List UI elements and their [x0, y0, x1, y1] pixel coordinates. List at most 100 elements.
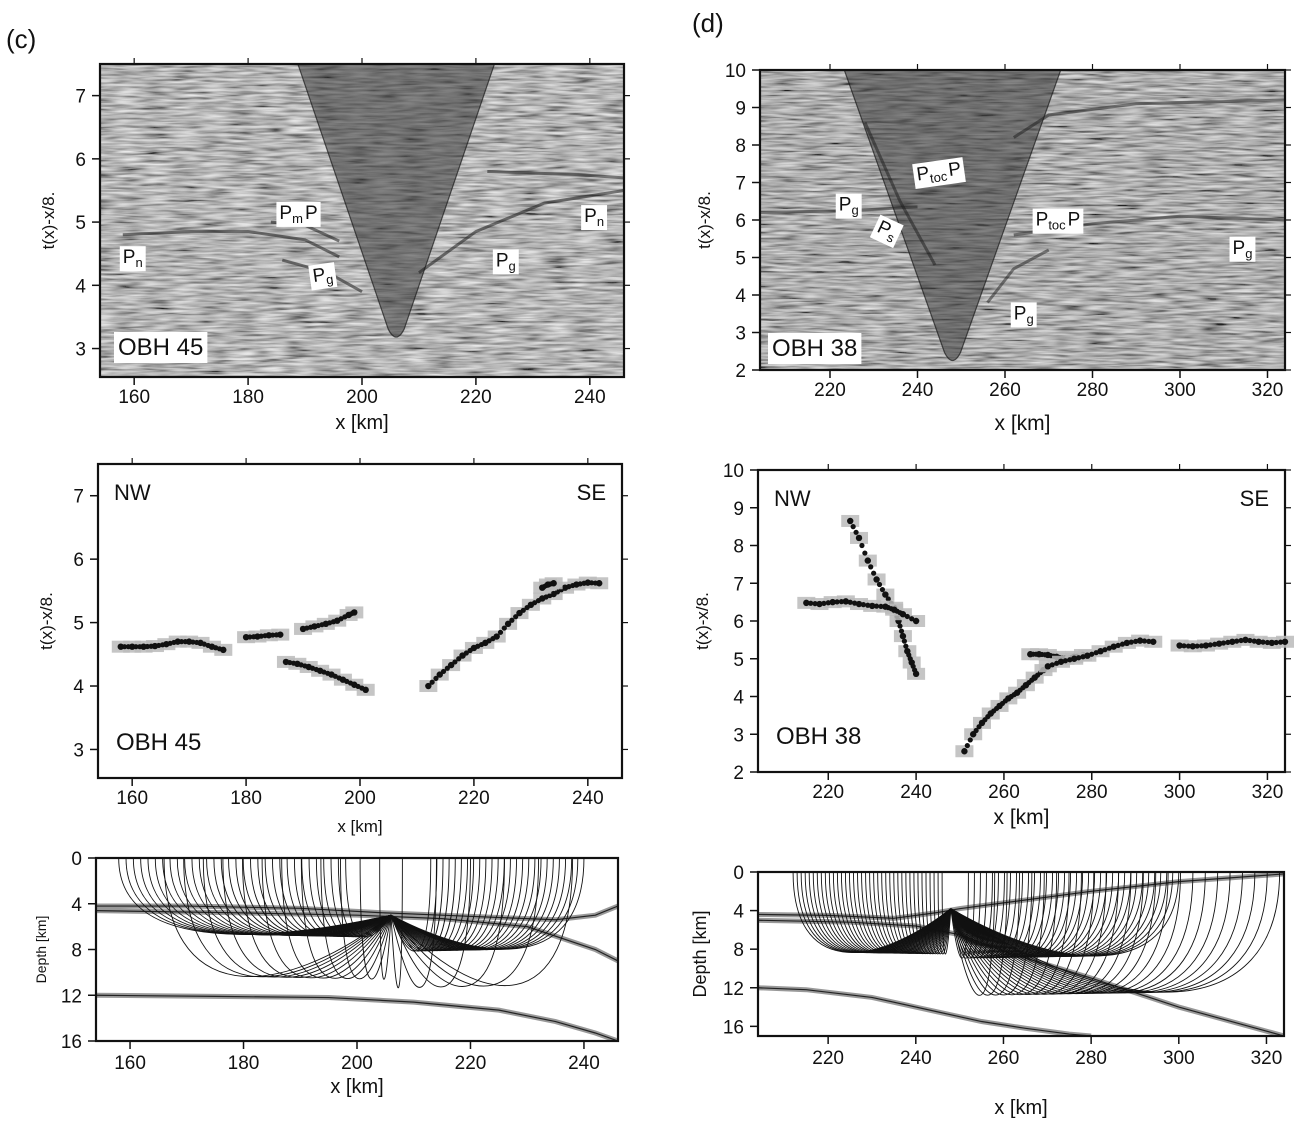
pick-point: [847, 599, 853, 605]
pick-point: [873, 576, 880, 583]
direction-label-left: NW: [114, 480, 151, 505]
pick-point: [128, 643, 136, 650]
x-tick-label: 280: [1077, 380, 1109, 401]
pick-point: [524, 604, 530, 611]
pick-point: [868, 602, 876, 610]
y-tick-label: 6: [73, 550, 84, 571]
phase-label: Pg: [1010, 302, 1037, 328]
pick-point: [1054, 660, 1060, 666]
x-tick-label: 240: [574, 387, 606, 408]
y-tick-label: 3: [733, 725, 744, 746]
ray-path: [836, 872, 952, 954]
y-axis-label: t(x)-x/8.: [693, 592, 712, 650]
y-tick-label: 5: [75, 213, 86, 234]
ray-path: [176, 858, 392, 936]
y-tick-label: 2: [733, 763, 744, 784]
pick-point: [1198, 643, 1205, 649]
pick-point: [1080, 654, 1086, 660]
phase-label-box: [869, 214, 904, 249]
pick-point: [159, 642, 166, 648]
pick-point: [899, 632, 907, 640]
x-tick-label: 260: [988, 1048, 1020, 1069]
pick-point: [1002, 698, 1008, 704]
ray-path: [261, 858, 392, 979]
ray-area: [96, 858, 618, 1041]
pick-point: [1264, 639, 1271, 646]
ray-path: [235, 858, 392, 937]
ray-path: [933, 872, 952, 955]
y-tick-label: 12: [723, 979, 744, 1000]
pick-point: [336, 675, 342, 681]
x-axis-label: x [km]: [330, 1076, 383, 1098]
model-interface: [758, 985, 1092, 1036]
pick-point: [425, 682, 432, 690]
pick-point: [137, 644, 143, 650]
pick-point: [964, 742, 970, 749]
pick-point: [262, 633, 268, 639]
y-axis-label: t(x)-x/8.: [695, 191, 714, 249]
y-tick-label: 6: [733, 612, 744, 633]
pick-point: [816, 600, 823, 608]
pick-point: [581, 580, 587, 586]
ray-path: [857, 872, 952, 954]
pick-point: [133, 644, 139, 650]
pick-point: [1150, 638, 1157, 645]
ray-path: [950, 872, 996, 996]
pick-point: [1189, 643, 1196, 650]
station-label-box: [114, 332, 208, 363]
pick-point: [1123, 639, 1131, 647]
x-tick-label: 200: [344, 788, 376, 809]
ray-path: [950, 872, 1281, 993]
pick-point: [1115, 642, 1121, 649]
y-tick-label: 3: [75, 340, 86, 361]
ray-path: [824, 872, 952, 954]
x-tick-label: 220: [814, 380, 846, 401]
pick-point: [834, 599, 840, 605]
pick-point: [1181, 643, 1187, 649]
ray-path: [183, 858, 392, 978]
pick-point: [273, 632, 280, 638]
pick-point: [467, 647, 473, 654]
raypath-panel-d: 220 240 260 280 300 320 0 4 8 12 16 x [km] Depth [km…: [690, 863, 1286, 1119]
phase-label: Pn: [119, 246, 146, 272]
pick-point: [258, 633, 264, 639]
pick-point: [1049, 662, 1055, 668]
phase-label: Pm P: [276, 201, 321, 227]
pick-point: [885, 596, 891, 602]
pick-point: [853, 529, 859, 535]
pick-point: [342, 614, 348, 620]
pick-point: [251, 634, 257, 640]
ray-path: [184, 858, 392, 936]
pick-point: [1102, 647, 1108, 653]
y-tick-label: 4: [735, 286, 746, 307]
ray-path: [869, 872, 952, 954]
pick-point: [1185, 643, 1191, 649]
direction-label-right: SE: [577, 480, 606, 505]
ray-path: [359, 858, 392, 980]
pick-point: [1278, 639, 1284, 645]
station-label-box: [768, 333, 862, 364]
x-tick-label: 220: [460, 387, 492, 408]
pick-point: [838, 599, 845, 605]
pick-point: [1128, 639, 1134, 645]
station-label: OBH 38: [776, 723, 861, 750]
pick-point: [1260, 639, 1266, 645]
pick-point: [860, 602, 867, 608]
x-tick-label: 280: [1076, 782, 1108, 803]
pick-point: [912, 667, 918, 673]
pick-point: [1136, 637, 1144, 644]
phase-label-text: Pg: [496, 250, 516, 273]
pick-point: [592, 580, 599, 586]
seismic-event: [1012, 98, 1285, 139]
y-tick-label: 7: [733, 574, 744, 595]
pick-point: [452, 659, 458, 665]
pick-point: [1071, 655, 1078, 662]
pick-point: [171, 639, 177, 646]
pick-point: [1194, 643, 1200, 649]
ray-path: [390, 858, 437, 988]
ray-path: [889, 872, 952, 954]
ray-path: [390, 858, 574, 987]
pick-point: [1146, 638, 1152, 644]
pick-point: [1141, 638, 1148, 644]
